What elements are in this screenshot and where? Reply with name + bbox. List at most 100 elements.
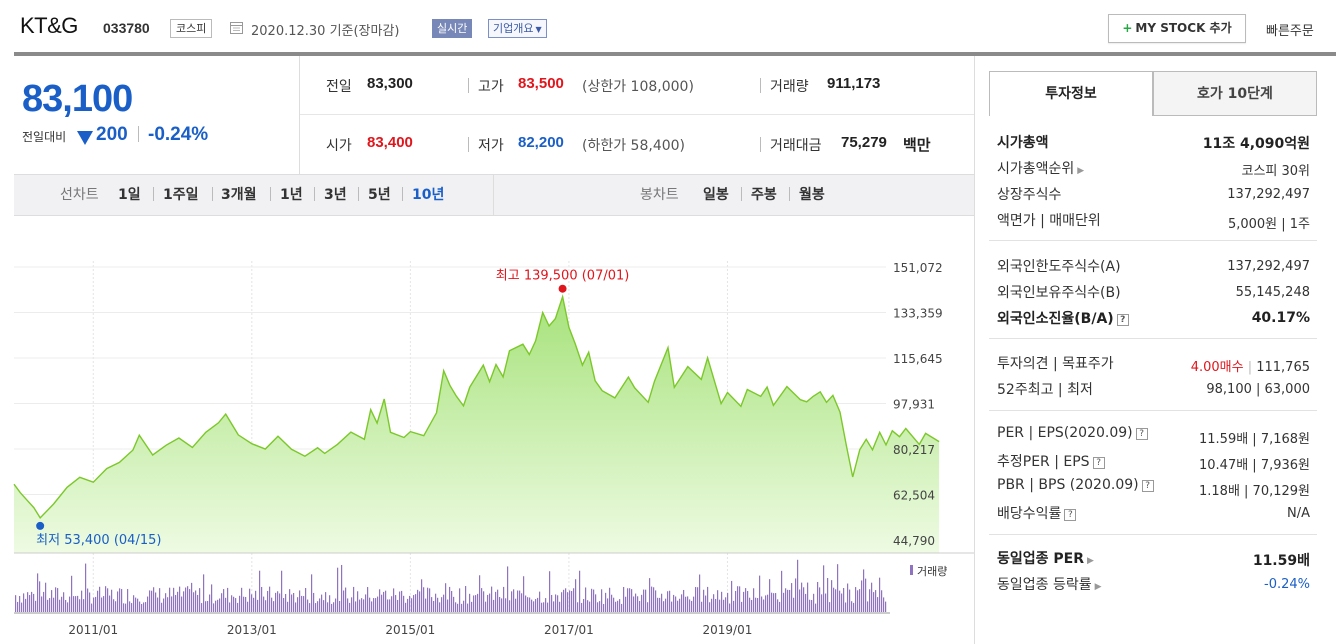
volume-bar	[699, 574, 701, 612]
volume-bar	[567, 592, 569, 612]
volume-bar	[161, 602, 163, 612]
y-tick-label: 80,217	[893, 443, 935, 457]
sector-change-label-group[interactable]: 동일업종 등락률 ▶	[997, 574, 1102, 594]
volume-bar	[259, 570, 261, 612]
price-chart[interactable]: 151,072 133,359 115,645 97,931 80,217 62,504 4…	[0, 216, 974, 644]
volume-bar	[771, 592, 773, 612]
divider	[989, 240, 1317, 241]
help-icon[interactable]: ?	[1116, 314, 1129, 326]
volume-bar	[45, 582, 47, 612]
volume-bar	[805, 593, 807, 612]
volume-bar	[823, 565, 825, 612]
volume-bar	[707, 586, 709, 612]
volume-bar	[93, 597, 95, 612]
help-icon[interactable]: ?	[1135, 428, 1148, 440]
volume-bar	[491, 586, 493, 612]
volume-bar	[125, 603, 127, 612]
volume-bar	[689, 599, 691, 612]
volume-bar	[683, 589, 685, 612]
y-tick-label: 97,931	[893, 398, 935, 412]
volume-bar	[669, 590, 671, 612]
x-tick-label: 2017/01	[544, 623, 594, 637]
volume-bar	[69, 596, 71, 612]
help-icon[interactable]: ?	[1064, 509, 1077, 521]
tab-invest-info[interactable]: 투자정보	[989, 71, 1153, 116]
volume-bar	[87, 588, 89, 612]
help-icon[interactable]: ?	[1141, 480, 1154, 492]
volume-bar	[861, 580, 863, 612]
volume-bar	[109, 595, 111, 612]
period-1y[interactable]: 1년	[280, 187, 303, 203]
foreign-holding-label: 외국인보유주식수(B)	[997, 285, 1121, 301]
volume-bar	[339, 600, 341, 612]
volume-bar	[243, 596, 245, 612]
volume-bar	[537, 597, 539, 612]
volume-bar	[43, 591, 45, 612]
candle-weekly[interactable]: 주봉	[751, 187, 777, 203]
foreign-limit-value: 137,292,497	[1227, 259, 1310, 274]
volume-bar	[845, 602, 847, 612]
volume-bar	[705, 595, 707, 612]
volume-bar	[355, 601, 357, 612]
tab-order-book[interactable]: 호가 10단계	[1153, 71, 1317, 116]
volume-bar	[375, 598, 377, 612]
period-5y[interactable]: 5년	[368, 187, 391, 203]
candle-daily[interactable]: 일봉	[703, 187, 729, 203]
volume-bar	[27, 592, 29, 612]
volume-bar	[401, 590, 403, 612]
volume-bar	[37, 573, 39, 612]
volume-bar	[457, 603, 459, 612]
market-cap-rank-label[interactable]: 시가총액순위 ▶	[997, 158, 1084, 178]
volume-bar	[769, 579, 771, 612]
divider	[138, 126, 139, 142]
max-point	[558, 284, 567, 293]
quick-order-link[interactable]: 빠른주문	[1266, 24, 1314, 39]
add-mystock-button[interactable]: + MY STOCK 추가	[1108, 14, 1246, 43]
volume-bar	[777, 599, 779, 612]
volume-bar	[527, 597, 529, 612]
volume-bar	[487, 594, 489, 612]
divider	[989, 410, 1317, 411]
period-10y[interactable]: 10년	[412, 187, 445, 203]
y-tick-label: 151,072	[893, 261, 943, 275]
volume-bar	[631, 589, 633, 612]
realtime-button[interactable]: 실시간	[432, 19, 473, 38]
period-3m[interactable]: 3개월	[221, 187, 257, 203]
volume-bar	[663, 601, 665, 612]
volume-bar	[501, 598, 503, 612]
volume-bar	[423, 587, 425, 612]
volume-bar	[129, 601, 131, 612]
foreign-ratio-value: 40.17%	[1251, 310, 1310, 326]
period-3y[interactable]: 3년	[324, 187, 347, 203]
volume-bar	[63, 592, 65, 612]
x-tick-label: 2011/01	[68, 623, 118, 637]
volume-bar	[253, 597, 255, 612]
volume-bar	[869, 589, 871, 612]
company-overview-button[interactable]: 기업개요 ▼	[488, 19, 547, 38]
volume-bar	[629, 588, 631, 612]
volume-bar	[775, 593, 777, 612]
volume-bar	[377, 596, 379, 612]
volume-bar	[519, 590, 521, 612]
volume-bar	[761, 596, 763, 612]
volume-bar	[345, 587, 347, 612]
period-1w[interactable]: 1주일	[163, 187, 199, 203]
volume-bar	[731, 580, 733, 612]
sector-per-label-group[interactable]: 동일업종 PER ▶	[997, 548, 1094, 568]
low-label: 저가	[478, 138, 504, 154]
volume-bar	[301, 595, 303, 612]
volume-bar	[335, 598, 337, 612]
help-icon[interactable]: ?	[1092, 457, 1105, 469]
volume-bar	[209, 594, 211, 612]
volume-bar	[477, 593, 479, 612]
lower-limit: (하한가 58,400)	[582, 138, 686, 154]
period-1d[interactable]: 1일	[118, 187, 141, 203]
volume-bar	[149, 590, 151, 612]
candle-monthly[interactable]: 월봉	[799, 187, 825, 203]
volume-bar	[613, 597, 615, 612]
volume-bar	[313, 592, 315, 612]
volume-bar	[641, 594, 643, 612]
volume-bar	[169, 587, 171, 612]
volume-bar	[123, 603, 125, 612]
divider	[989, 534, 1317, 535]
